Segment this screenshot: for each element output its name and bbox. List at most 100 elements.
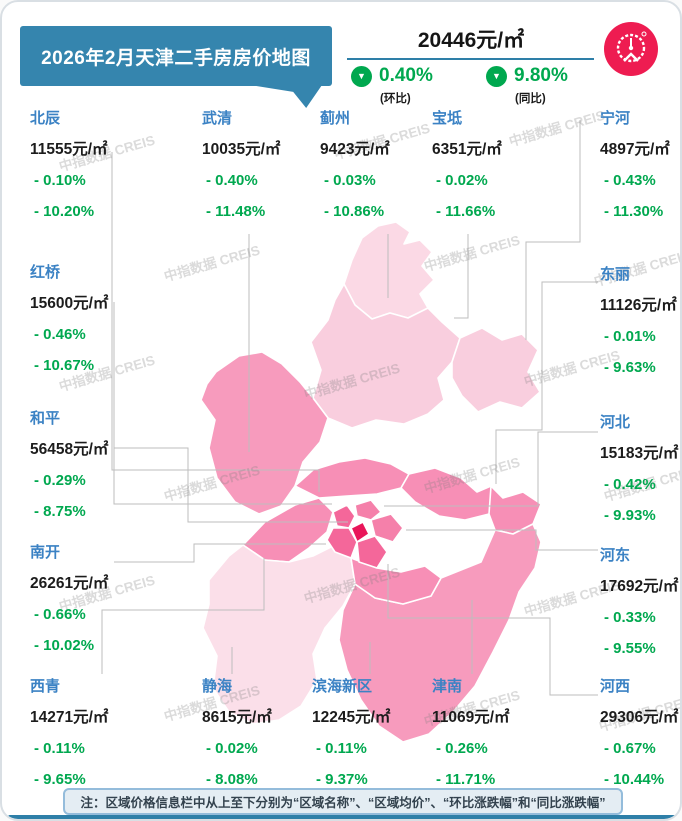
district-price: 6351元/㎡ — [432, 141, 502, 158]
map-region-jinghai — [202, 544, 356, 725]
district-mom-change: - 0.42% — [604, 476, 656, 493]
down-arrow-icon: ▼ — [351, 65, 372, 87]
map-region-baodi — [310, 283, 461, 429]
district-block-jinghai: 静海 8615元/㎡ - 0.02% - 8.08% — [202, 678, 272, 789]
district-block-binhai: 滨海新区 12245元/㎡ - 0.11% - 9.37% — [312, 678, 390, 789]
district-block-heping: 和平 56458元/㎡ - 0.29% - 8.75% — [30, 410, 108, 521]
district-price: 26261元/㎡ — [30, 575, 109, 592]
district-price: 17692元/㎡ — [600, 578, 679, 595]
map-region-heping — [350, 521, 370, 543]
district-name: 武清 — [202, 110, 233, 127]
district-name: 北辰 — [30, 110, 61, 127]
district-block-hebei: 河北 15183元/㎡ - 0.42% - 9.93% — [600, 414, 678, 525]
district-yoy-change: - 9.63% — [604, 359, 656, 376]
district-mom-change: - 0.67% — [604, 740, 656, 757]
district-mom-change: - 0.11% — [316, 740, 367, 757]
district-price: 56458元/㎡ — [30, 441, 109, 458]
district-block-hedong: 河东 17692元/㎡ - 0.33% - 9.55% — [600, 547, 678, 658]
district-mom-change: - 0.40% — [206, 172, 258, 189]
cia-creis-logo-icon — [604, 22, 658, 76]
district-price: 15600元/㎡ — [30, 295, 109, 312]
district-price: 29306元/㎡ — [600, 709, 679, 726]
leader-lines — [101, 120, 598, 696]
map-region-ninghe — [451, 327, 541, 413]
district-yoy-change: - 10.67% — [34, 357, 95, 374]
district-name: 津南 — [432, 678, 463, 695]
district-mom-change: - 0.02% — [436, 172, 488, 189]
city-average-price: 20446元/㎡ — [417, 29, 525, 52]
district-price: 12245元/㎡ — [312, 709, 391, 726]
map-region-hedong — [370, 513, 404, 543]
district-name: 东丽 — [600, 266, 631, 283]
district-block-jinnan: 津南 11069元/㎡ - 0.26% - 11.71% — [432, 678, 510, 789]
district-mom-change: - 0.66% — [34, 606, 86, 623]
district-yoy-change: - 10.20% — [34, 203, 95, 220]
district-yoy-change: - 8.75% — [34, 503, 86, 520]
map-region-jizhou — [343, 221, 435, 320]
district-mom-change: - 0.11% — [34, 740, 85, 757]
district-yoy-change: - 8.08% — [206, 771, 258, 788]
district-mom-change: - 0.03% — [324, 172, 376, 189]
district-price: 11126元/㎡ — [600, 297, 677, 314]
yoy-label: (同比) — [515, 93, 546, 105]
district-name: 河西 — [600, 678, 631, 695]
district-price: 10035元/㎡ — [202, 141, 281, 158]
title-banner: 2026年2月天津二手房房价地图 — [20, 26, 332, 86]
district-yoy-change: - 10.86% — [324, 203, 385, 220]
district-price: 4897元/㎡ — [600, 141, 670, 158]
map-region-hongqiao — [332, 504, 356, 529]
district-mom-change: - 0.10% — [34, 172, 86, 189]
mom-value: 0.40% — [379, 65, 433, 86]
map-region-nankai — [326, 527, 358, 559]
mom-stat: ▼ 0.40% (环比) — [351, 65, 433, 106]
legend-note-text: 注：区域价格信息栏中从上至下分别为“区域名称”、“区域均价”、“环比涨跌幅”和“… — [80, 796, 606, 810]
header-divider — [347, 58, 594, 60]
district-block-dongli: 东丽 11126元/㎡ - 0.01% - 9.63% — [600, 266, 677, 377]
district-name: 南开 — [30, 544, 61, 561]
district-name: 和平 — [30, 410, 61, 427]
down-arrow-icon: ▼ — [486, 65, 507, 87]
district-name: 滨海新区 — [312, 678, 373, 695]
district-price: 11555元/㎡ — [30, 141, 108, 158]
district-mom-change: - 0.46% — [34, 326, 86, 343]
district-mom-change: - 0.29% — [34, 472, 86, 489]
district-price: 14271元/㎡ — [30, 709, 109, 726]
district-block-hexi: 河西 29306元/㎡ - 0.67% - 10.44% — [600, 678, 678, 789]
map-region-hexi — [356, 535, 388, 569]
district-mom-change: - 0.33% — [604, 609, 656, 626]
yoy-value: 9.80% — [514, 65, 568, 86]
district-yoy-change: - 9.55% — [604, 640, 656, 657]
district-block-xiqing: 西青 14271元/㎡ - 0.11% - 9.65% — [30, 678, 108, 789]
legend-note-bar: 注：区域价格信息栏中从上至下分别为“区域名称”、“区域均价”、“环比涨跌幅”和“… — [63, 788, 623, 815]
bottom-accent-line — [8, 815, 678, 819]
district-mom-change: - 0.01% — [604, 328, 656, 345]
district-name: 西青 — [30, 678, 61, 695]
district-yoy-change: - 11.48% — [206, 203, 266, 220]
district-yoy-change: - 10.02% — [34, 637, 95, 654]
district-block-hongqiao: 红桥 15600元/㎡ - 0.46% - 10.67% — [30, 264, 108, 375]
district-block-nankai: 南开 26261元/㎡ - 0.66% - 10.02% — [30, 544, 108, 655]
district-yoy-change: - 11.71% — [436, 771, 496, 788]
district-yoy-change: - 11.66% — [436, 203, 496, 220]
district-price: 8615元/㎡ — [202, 709, 272, 726]
district-mom-change: - 0.02% — [206, 740, 258, 757]
district-price: 15183元/㎡ — [600, 445, 679, 462]
district-yoy-change: - 10.44% — [604, 771, 665, 788]
district-name: 宝坻 — [432, 110, 463, 127]
district-name: 红桥 — [30, 264, 61, 281]
map-region-dongli — [400, 467, 504, 521]
district-yoy-change: - 9.37% — [316, 771, 368, 788]
district-block-jizhou: 蓟州 9423元/㎡ - 0.03% - 10.86% — [320, 110, 390, 221]
district-mom-change: - 0.43% — [604, 172, 656, 189]
district-mom-change: - 0.26% — [436, 740, 488, 757]
map-region-hebei — [354, 499, 382, 521]
district-name: 蓟州 — [320, 110, 351, 127]
district-block-ninghe: 宁河 4897元/㎡ - 0.43% - 11.30% — [600, 110, 670, 221]
district-block-baodi: 宝坻 6351元/㎡ - 0.02% - 11.66% — [432, 110, 502, 221]
map-region-beichen — [294, 457, 410, 499]
district-name: 宁河 — [600, 110, 631, 127]
page-title: 2026年2月天津二手房房价地图 — [41, 47, 311, 69]
district-yoy-change: - 9.65% — [34, 771, 86, 788]
district-name: 河北 — [600, 414, 631, 431]
